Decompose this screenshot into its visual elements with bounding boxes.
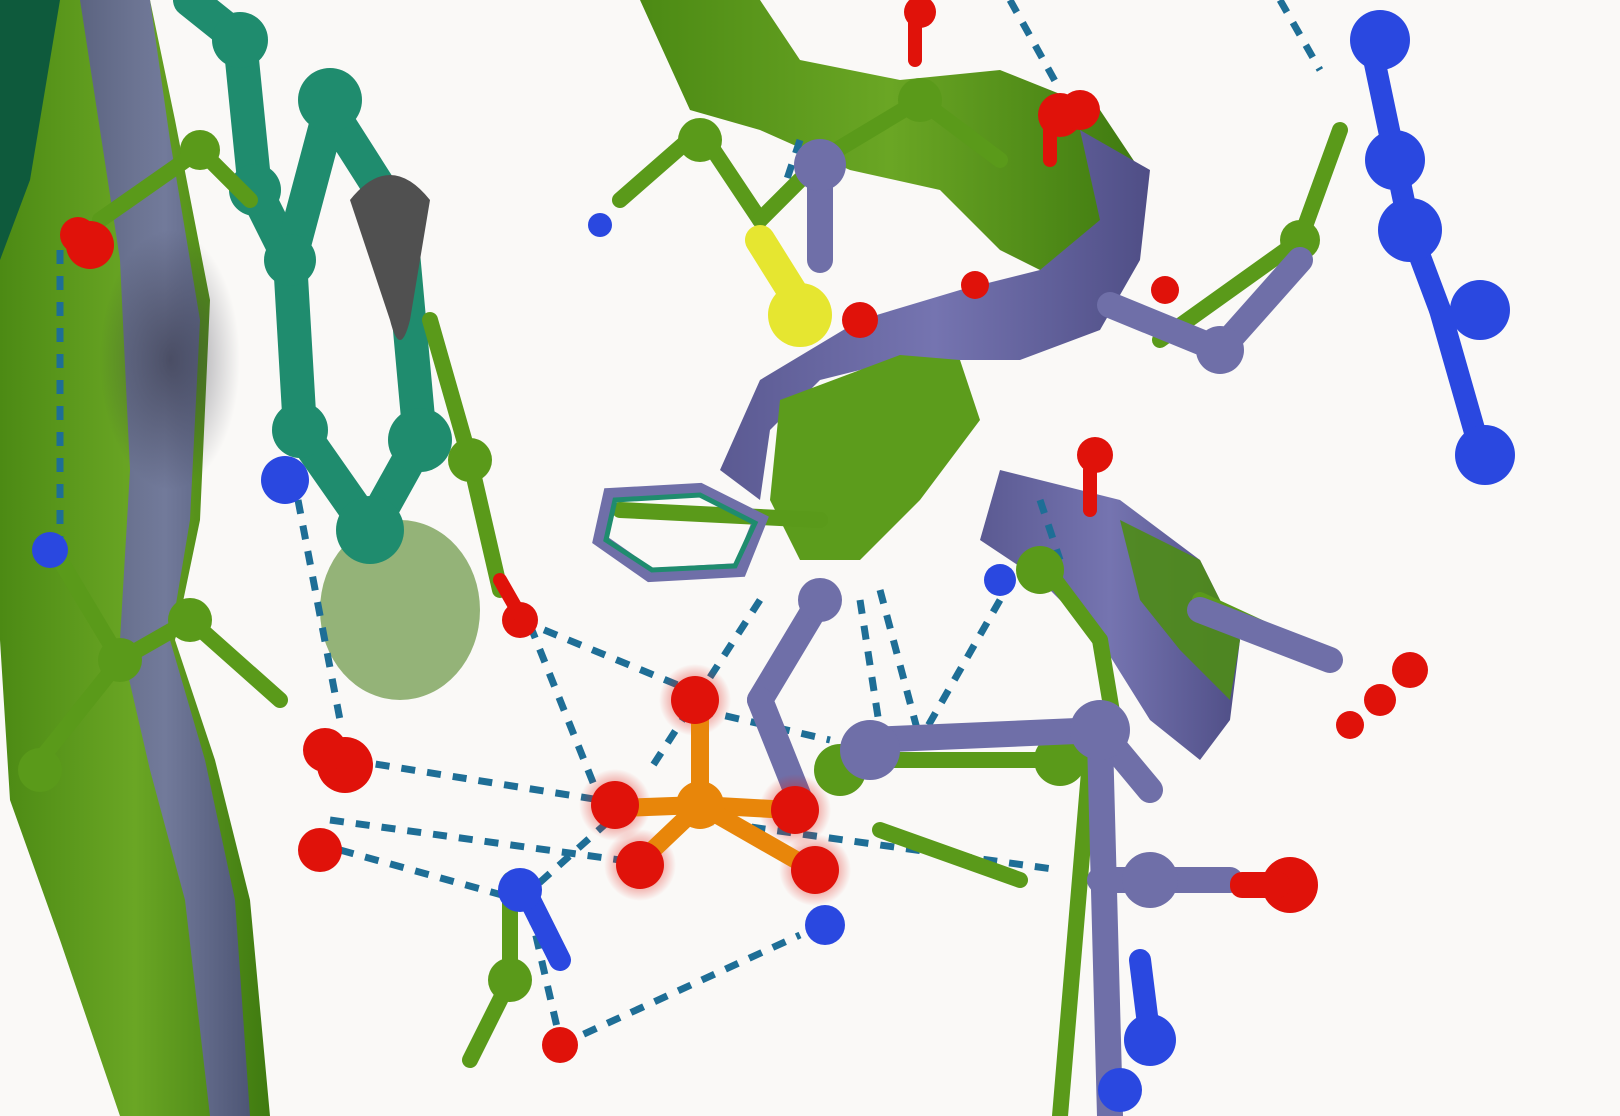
phosphate-ligand-icon[interactable] bbox=[579, 664, 851, 906]
protein-ribbons bbox=[0, 0, 1240, 1116]
nitrogen-atoms bbox=[32, 10, 1515, 1112]
shadow bbox=[320, 520, 480, 700]
helix-green-patch bbox=[770, 355, 980, 560]
benzene-ring bbox=[592, 482, 769, 583]
sulfur-atom bbox=[745, 225, 832, 347]
right-helix-green bbox=[1120, 520, 1240, 700]
shadow bbox=[100, 230, 240, 490]
left-strand-teal-edge bbox=[0, 0, 60, 260]
green-residues bbox=[18, 78, 1348, 1116]
teal-residue bbox=[173, 0, 452, 564]
sulfur-shadow bbox=[350, 175, 430, 340]
oxygen-sticks bbox=[493, 13, 1097, 622]
top-helix-ribbon bbox=[640, 0, 1140, 280]
helix-purple-turn bbox=[720, 130, 1150, 500]
hydrogen-bonds bbox=[56, 0, 1324, 1049]
right-helix-ribbon bbox=[980, 470, 1240, 760]
